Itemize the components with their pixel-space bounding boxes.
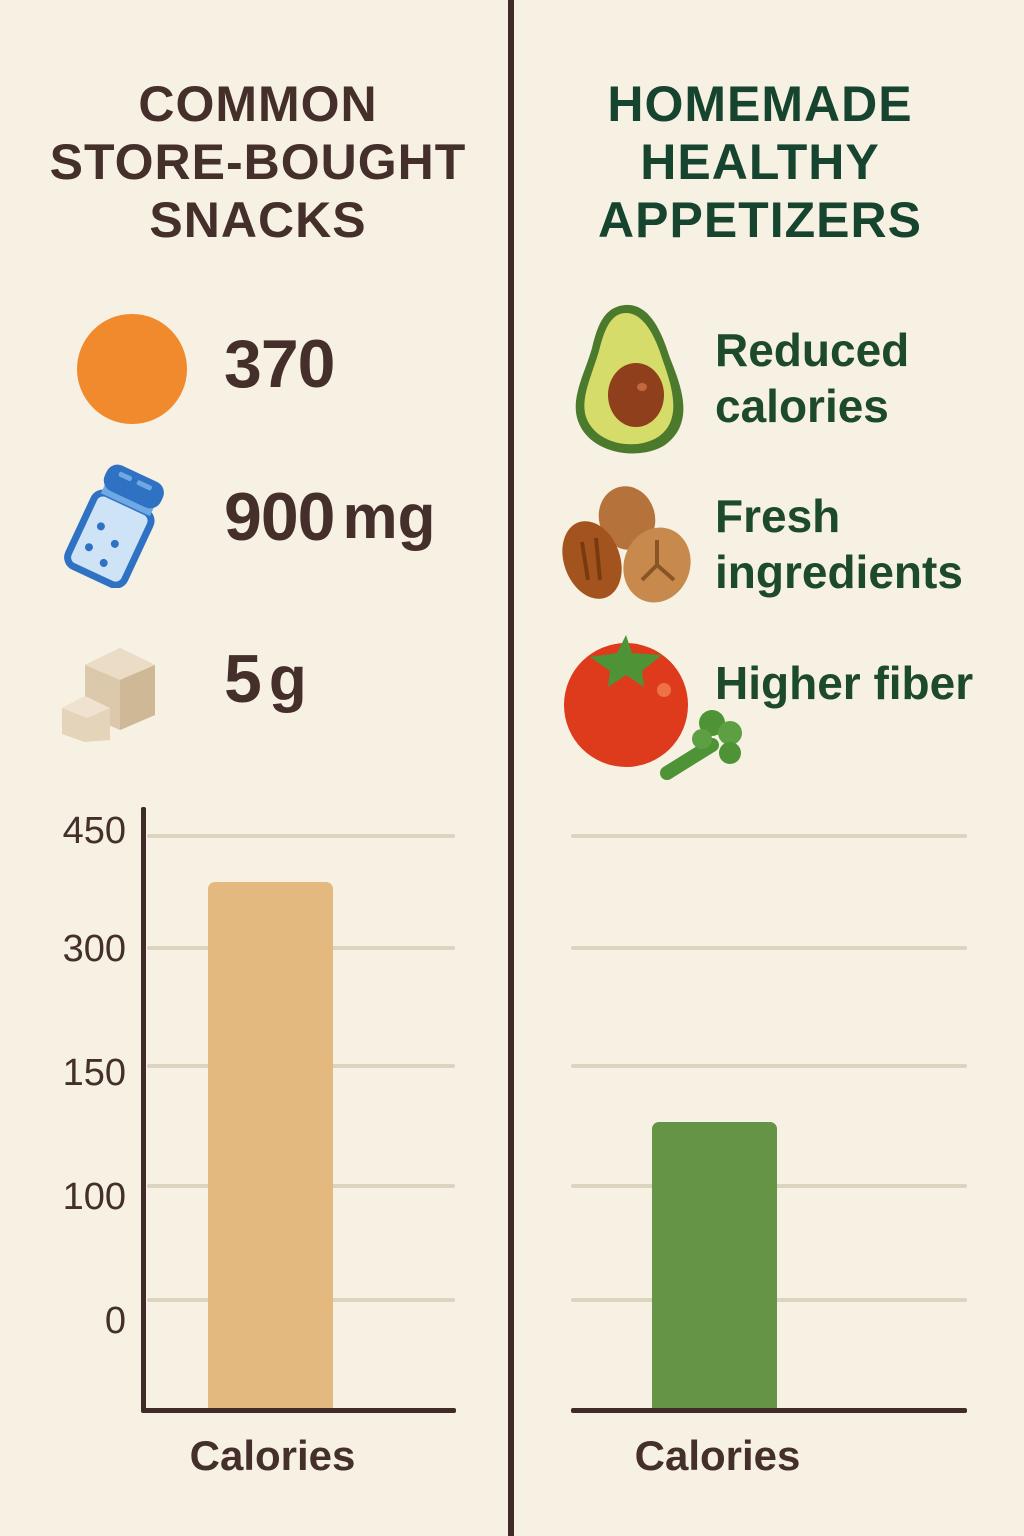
nuts-icon [562,486,691,603]
tomato-broccoli-icon [564,635,742,780]
x-axis [141,1408,456,1413]
title-line: COMMON [138,76,378,132]
stat-sugar: 5 g [224,640,307,718]
bar-calories-store-bought [208,882,333,1409]
stat-calories: 370 [224,325,335,403]
y-axis [141,807,146,1412]
benefit-higher-fiber: Higher fiber [715,655,973,711]
gridline [571,1064,967,1068]
stat-unit: mg [342,482,436,552]
x-axis [571,1408,967,1413]
stat-unit: g [268,644,307,714]
y-tick-label: 100 [62,1176,126,1218]
benefit-fresh-ingredients: Fresh ingredients [715,488,963,600]
gridline [147,834,455,838]
x-axis-label: Calories [634,1432,801,1479]
gridline [571,946,967,950]
bar-calories-homemade [652,1122,777,1409]
stat-value: 900 [224,479,335,555]
orange-circle-icon [77,314,187,424]
title-line: STORE-BOUGHT [49,134,467,190]
benefit-reduced-calories: Reduced calories [715,322,909,434]
left-panel-title: COMMON STORE-BOUGHT SNACKS [20,75,496,249]
gridline [571,834,967,838]
benefit-line: Reduced [715,324,910,376]
benefit-line: Fresh [715,490,841,542]
stat-value: 370 [224,326,335,402]
avocado-icon [575,304,684,454]
sugar-cubes-icon [62,648,155,742]
stat-value: 5 [224,641,262,717]
title-line: HOMEMADE [607,76,913,132]
center-divider [508,0,514,1536]
y-tick-label: 0 [104,1300,126,1342]
benefit-line: ingredients [715,546,963,598]
y-tick-label: 450 [62,810,126,852]
y-tick-label: 300 [62,928,126,970]
stat-sodium: 900 mg [224,478,435,556]
title-line: HEALTHY [640,134,880,190]
x-axis-label: Calories [189,1432,356,1479]
title-line: APPETIZERS [598,192,922,248]
y-tick-label: 150 [62,1052,126,1094]
salt-shaker-icon [64,464,164,588]
right-panel-title: HOMEMADE HEALTHY APPETIZERS [530,75,990,249]
benefit-line: calories [715,380,889,432]
benefit-line: Higher fiber [715,657,974,709]
title-line: SNACKS [149,192,367,248]
